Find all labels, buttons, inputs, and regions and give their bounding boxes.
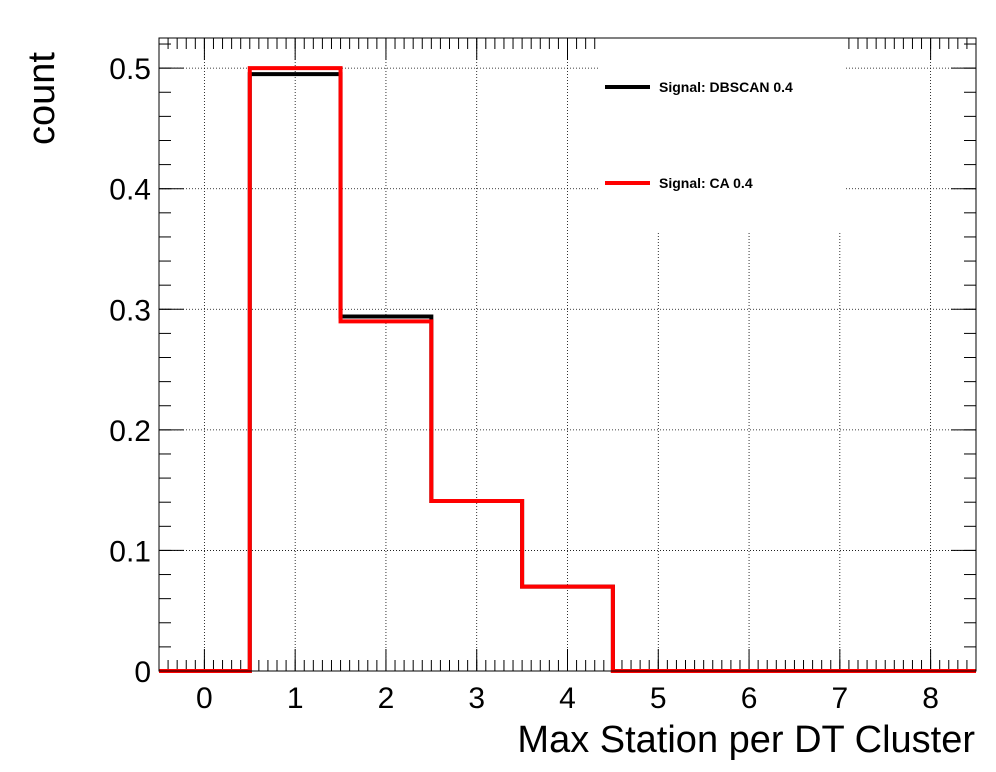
legend-background — [600, 36, 846, 232]
x-tick-label: 8 — [922, 682, 939, 715]
y-tick-label: 0.3 — [109, 294, 151, 327]
x-tick-label: 6 — [741, 682, 758, 715]
y-tick-label: 0.2 — [109, 415, 151, 448]
x-tick-label: 3 — [468, 682, 485, 715]
legend-label: Signal: DBSCAN 0.4 — [659, 79, 793, 95]
x-tick-label: 5 — [650, 682, 667, 715]
legend-label: Signal: CA 0.4 — [659, 175, 753, 191]
x-axis-title: Max Station per DT Cluster — [517, 719, 975, 761]
x-tick-label: 2 — [378, 682, 395, 715]
grid-lines — [159, 38, 976, 672]
y-tick-label: 0.5 — [109, 53, 151, 86]
tick-labels: 0 1 2 3 4 5 6 7 8 0 0.1 0.2 0.3 0.4 0.5 — [109, 53, 939, 715]
plot-frame — [158, 37, 977, 672]
legend: Signal: DBSCAN 0.4 Signal: CA 0.4 — [605, 79, 793, 191]
y-axis-title: count — [21, 52, 63, 145]
y-tick-label: 0.4 — [109, 174, 151, 207]
axis-ticks — [158, 38, 977, 672]
x-tick-label: 7 — [831, 682, 848, 715]
y-tick-label: 0 — [134, 656, 151, 689]
x-tick-label: 0 — [196, 682, 213, 715]
x-tick-label: 1 — [287, 682, 304, 715]
y-tick-label: 0.1 — [109, 535, 151, 568]
x-tick-label: 4 — [559, 682, 576, 715]
